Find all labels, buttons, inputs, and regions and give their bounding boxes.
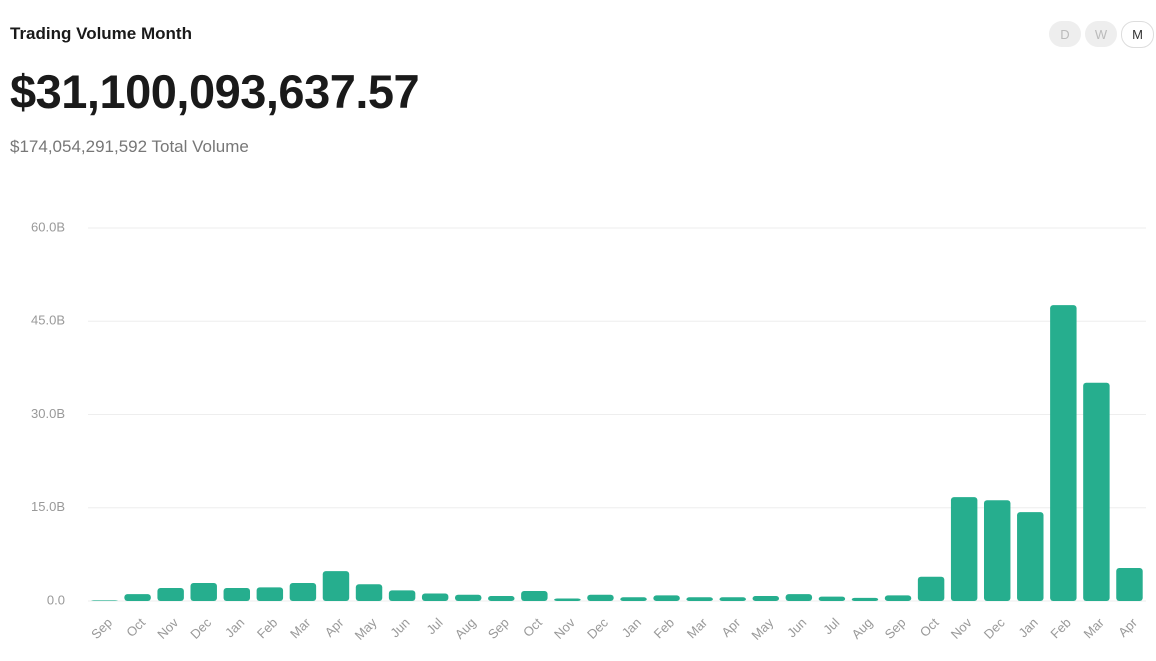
x-tick-label: Apr xyxy=(718,614,743,639)
bar xyxy=(91,600,118,601)
x-tick-label: Mar xyxy=(684,614,711,641)
month-volume: $31,100,093,637.57 xyxy=(10,65,420,118)
x-tick-label: Sep xyxy=(882,615,909,642)
x-tick-label: Jan xyxy=(619,615,644,640)
bar xyxy=(488,596,515,601)
x-tick-label: Jan xyxy=(222,615,247,640)
bar xyxy=(421,593,449,601)
x-tick-label: Jun xyxy=(387,615,412,640)
x-tick-label: Aug xyxy=(452,615,479,642)
bar xyxy=(124,594,151,601)
bar xyxy=(587,594,614,601)
y-tick-label: 30.0B xyxy=(31,406,65,421)
bar xyxy=(157,587,184,601)
x-tick-label: Sep xyxy=(88,615,115,642)
period-button[interactable]: W xyxy=(1085,21,1117,47)
x-tick-label: Feb xyxy=(651,615,677,641)
bar xyxy=(190,582,217,601)
x-tick-label: Feb xyxy=(254,615,280,641)
x-tick-label: Jan xyxy=(1015,615,1040,640)
bar xyxy=(521,591,548,601)
period-button[interactable]: D xyxy=(1049,21,1081,47)
x-tick-label: Oct xyxy=(917,615,942,640)
bar xyxy=(785,594,813,601)
bar xyxy=(1083,382,1110,601)
bar xyxy=(983,500,1011,601)
x-tick-label: Oct xyxy=(123,615,148,640)
bar xyxy=(1050,305,1077,601)
bar xyxy=(620,597,647,601)
bar xyxy=(686,597,713,601)
total-volume: $174,054,291,592 Total Volume xyxy=(10,137,249,156)
card-title: Trading Volume Month xyxy=(10,24,192,43)
x-tick-label: Aug xyxy=(849,615,876,642)
x-tick-label: Mar xyxy=(287,614,314,641)
bar xyxy=(884,595,912,601)
bar xyxy=(851,597,879,601)
bar xyxy=(653,595,680,601)
bar xyxy=(223,587,251,601)
y-tick-label: 45.0B xyxy=(31,313,65,328)
bar xyxy=(554,598,581,601)
x-tick-label: Feb xyxy=(1047,615,1073,641)
bar xyxy=(322,571,350,601)
x-tick-label: Nov xyxy=(154,615,181,642)
x-tick-label: Sep xyxy=(485,615,512,642)
x-tick-label: May xyxy=(352,615,380,643)
bar xyxy=(950,497,978,601)
period-button[interactable]: M xyxy=(1121,21,1154,48)
bar xyxy=(289,582,317,601)
x-tick-label: Jul xyxy=(820,615,842,637)
x-tick-label: Nov xyxy=(551,615,578,642)
bar xyxy=(917,576,945,601)
bar xyxy=(256,587,284,601)
y-tick-label: 60.0B xyxy=(31,219,65,234)
bar xyxy=(818,596,846,601)
bar xyxy=(752,596,780,601)
x-tick-label: Nov xyxy=(948,615,975,642)
bar xyxy=(454,594,482,601)
y-tick-label: 0.0 xyxy=(47,592,65,607)
x-tick-label: Dec xyxy=(584,615,611,642)
period-buttons: D W M xyxy=(1049,21,1154,48)
x-tick-label: May xyxy=(748,615,776,643)
x-tick-label: Dec xyxy=(187,615,214,642)
x-tick-label: Jun xyxy=(784,615,809,640)
y-tick-label: 15.0B xyxy=(31,499,65,514)
x-tick-label: Oct xyxy=(520,615,545,640)
x-tick-label: Apr xyxy=(322,614,347,639)
bar xyxy=(1116,568,1143,601)
bar xyxy=(1017,512,1044,601)
bar xyxy=(355,584,383,601)
bar xyxy=(719,597,746,601)
x-tick-label: Dec xyxy=(981,615,1008,642)
x-tick-label: Jul xyxy=(423,615,445,637)
x-tick-label: Mar xyxy=(1081,614,1108,641)
x-tick-label: Apr xyxy=(1115,614,1140,639)
bar xyxy=(388,590,416,601)
